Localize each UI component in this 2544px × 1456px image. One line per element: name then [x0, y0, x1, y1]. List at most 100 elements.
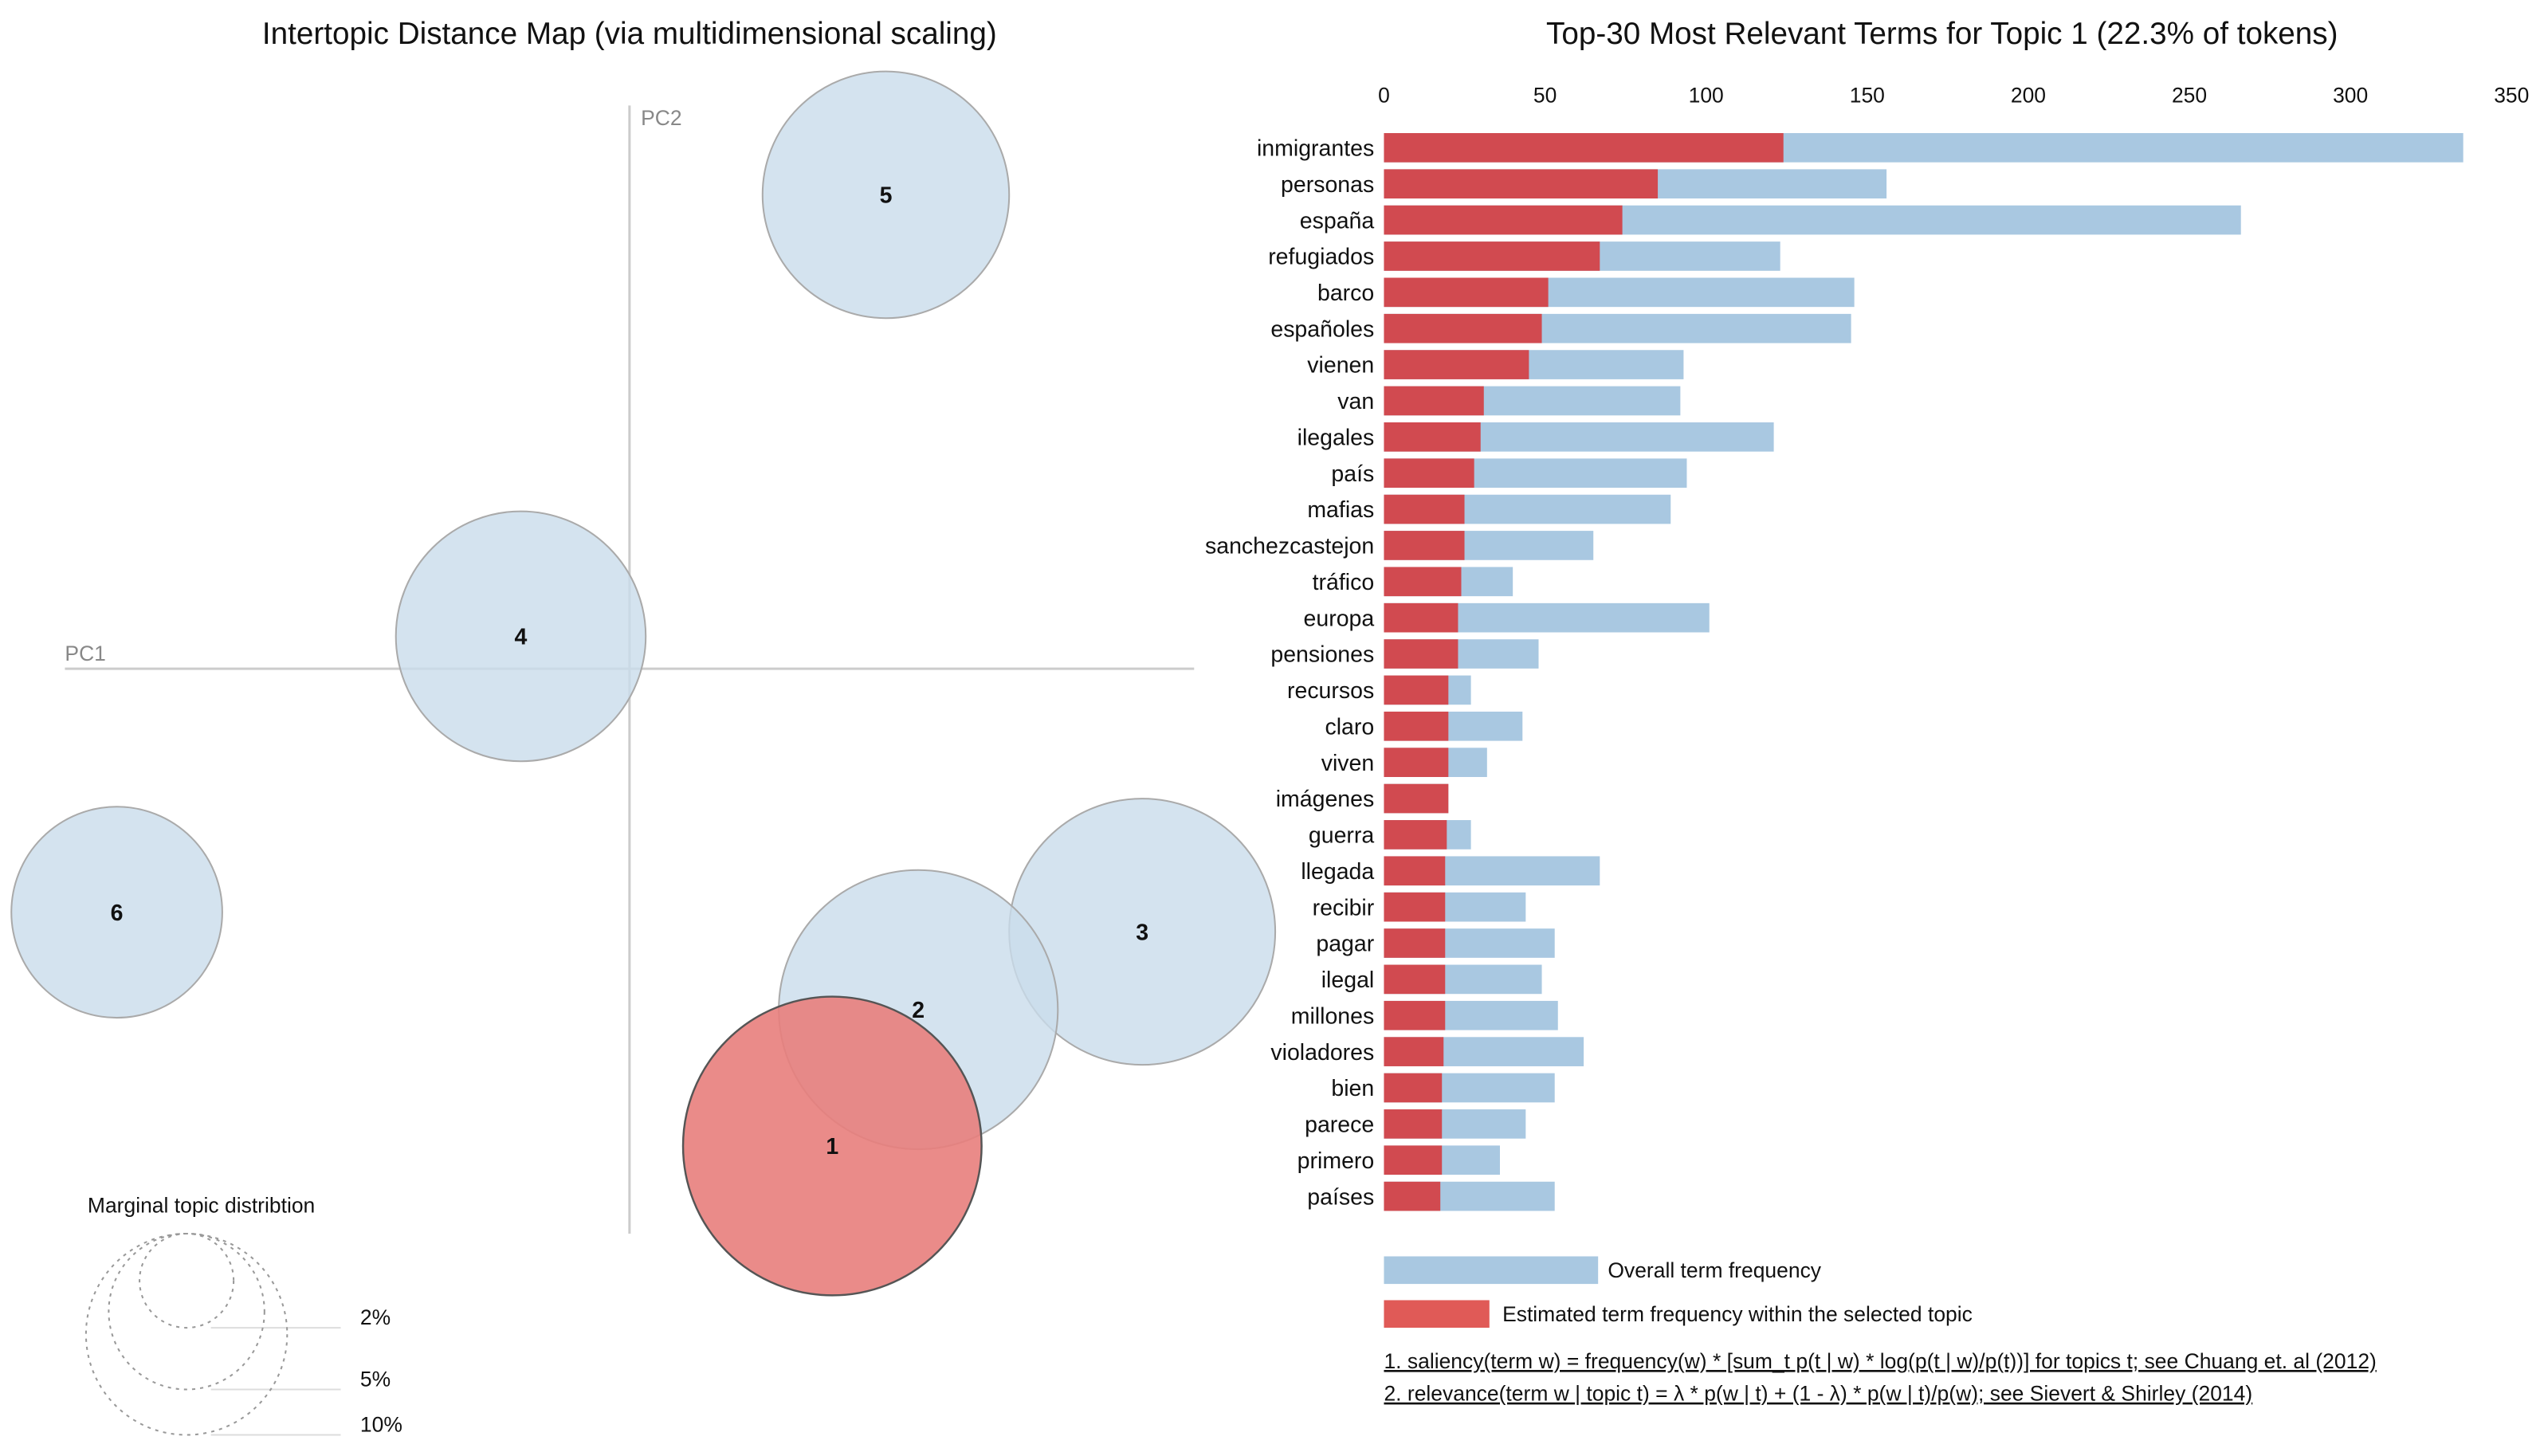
- term-row[interactable]: bien: [1331, 1073, 1555, 1103]
- topic-frequency-bar[interactable]: [1384, 820, 1447, 850]
- term-label[interactable]: países: [1307, 1184, 1374, 1210]
- term-row[interactable]: tráfico: [1313, 567, 1513, 597]
- topic-circle[interactable]: [395, 510, 647, 763]
- topic-frequency-bar[interactable]: [1384, 494, 1465, 524]
- term-row[interactable]: mafias: [1307, 494, 1671, 524]
- term-label[interactable]: viven: [1321, 751, 1375, 776]
- term-row[interactable]: europa: [1304, 602, 1710, 633]
- term-label[interactable]: refugiados: [1268, 245, 1374, 270]
- topic-frequency-bar[interactable]: [1384, 205, 1623, 235]
- topic-frequency-bar[interactable]: [1384, 567, 1462, 597]
- topic-frequency-bar[interactable]: [1384, 639, 1458, 669]
- term-row[interactable]: van: [1337, 386, 1681, 416]
- term-label[interactable]: mafias: [1307, 497, 1374, 523]
- topic-5[interactable]: [761, 70, 1011, 320]
- term-label[interactable]: parece: [1305, 1113, 1374, 1138]
- footnote-relevance[interactable]: 2. relevance(term w | topic t) = λ * p(w…: [1384, 1382, 2252, 1406]
- term-label[interactable]: van: [1337, 389, 1374, 414]
- term-label[interactable]: primero: [1298, 1148, 1375, 1174]
- topic-circle[interactable]: [761, 70, 1011, 320]
- topic-frequency-bar[interactable]: [1384, 277, 1549, 308]
- term-row[interactable]: llegada: [1301, 856, 1600, 886]
- term-label[interactable]: violadores: [1270, 1040, 1374, 1066]
- topic-frequency-bar[interactable]: [1384, 892, 1446, 922]
- topic-frequency-bar[interactable]: [1384, 675, 1449, 705]
- topic-frequency-bar[interactable]: [1384, 531, 1465, 560]
- topic-frequency-bar[interactable]: [1384, 1109, 1443, 1139]
- term-label[interactable]: recibir: [1313, 895, 1375, 920]
- term-row[interactable]: sanchezcastejon: [1205, 531, 1594, 560]
- term-row[interactable]: inmigrantes: [1257, 133, 2464, 163]
- term-row[interactable]: viven: [1321, 748, 1487, 777]
- topic-1[interactable]: [681, 995, 983, 1297]
- term-row[interactable]: ilegal: [1321, 964, 1542, 995]
- term-row[interactable]: recursos: [1287, 675, 1471, 705]
- term-label[interactable]: guerra: [1309, 823, 1375, 849]
- term-label[interactable]: pensiones: [1270, 642, 1374, 668]
- topic-frequency-bar[interactable]: [1384, 1000, 1446, 1030]
- term-row[interactable]: barco: [1317, 277, 1855, 308]
- topic-frequency-bar[interactable]: [1384, 964, 1446, 995]
- term-label[interactable]: personas: [1281, 172, 1374, 198]
- term-row[interactable]: españa: [1300, 205, 2241, 235]
- topic-circle[interactable]: [10, 806, 223, 1019]
- term-row[interactable]: violadores: [1270, 1037, 1584, 1066]
- topic-circle[interactable]: [681, 995, 983, 1297]
- term-label[interactable]: pagar: [1316, 932, 1374, 957]
- topic-frequency-bar[interactable]: [1384, 133, 1784, 163]
- topic-6[interactable]: [10, 806, 223, 1019]
- topic-frequency-bar[interactable]: [1384, 1181, 1441, 1211]
- term-label[interactable]: europa: [1304, 606, 1375, 631]
- term-row[interactable]: recibir: [1313, 892, 1526, 922]
- term-row[interactable]: personas: [1281, 169, 1887, 199]
- term-label[interactable]: ilegales: [1298, 425, 1375, 450]
- term-row[interactable]: refugiados: [1268, 241, 1780, 271]
- term-label[interactable]: sanchezcastejon: [1205, 534, 1374, 559]
- term-label[interactable]: llegada: [1301, 859, 1374, 885]
- term-label[interactable]: españa: [1300, 208, 1375, 234]
- topic-frequency-bar[interactable]: [1384, 602, 1458, 633]
- footnote-saliency[interactable]: 1. saliency(term w) = frequency(w) * [su…: [1384, 1349, 2376, 1373]
- term-label[interactable]: tráfico: [1313, 570, 1375, 595]
- term-row[interactable]: imágenes: [1276, 783, 1449, 814]
- topic-frequency-bar[interactable]: [1384, 422, 1481, 452]
- topic-frequency-bar[interactable]: [1384, 748, 1449, 777]
- term-row[interactable]: pensiones: [1270, 639, 1539, 669]
- topic-frequency-bar[interactable]: [1384, 928, 1446, 958]
- topic-frequency-bar[interactable]: [1384, 1073, 1443, 1103]
- term-label[interactable]: ilegal: [1321, 967, 1375, 993]
- term-row[interactable]: pagar: [1316, 928, 1555, 958]
- term-row[interactable]: ilegales: [1298, 422, 1774, 452]
- topic-frequency-bar[interactable]: [1384, 386, 1484, 416]
- term-row[interactable]: primero: [1298, 1145, 1500, 1175]
- term-label[interactable]: barco: [1317, 281, 1374, 306]
- term-label[interactable]: bien: [1331, 1076, 1374, 1101]
- term-row[interactable]: guerra: [1309, 820, 1471, 850]
- term-label[interactable]: imágenes: [1276, 787, 1375, 812]
- term-label[interactable]: inmigrantes: [1257, 136, 1374, 162]
- term-label[interactable]: claro: [1325, 714, 1374, 740]
- topic-frequency-bar[interactable]: [1384, 458, 1474, 489]
- topic-frequency-bar[interactable]: [1384, 711, 1449, 741]
- topic-frequency-bar[interactable]: [1384, 856, 1446, 886]
- topic-frequency-bar[interactable]: [1384, 313, 1542, 343]
- term-label[interactable]: españoles: [1270, 316, 1374, 342]
- topic-frequency-bar[interactable]: [1384, 241, 1600, 271]
- topic-frequency-bar[interactable]: [1384, 783, 1449, 814]
- term-row[interactable]: vienen: [1307, 350, 1684, 379]
- topic-frequency-bar[interactable]: [1384, 169, 1659, 199]
- term-row[interactable]: parece: [1305, 1109, 1526, 1139]
- term-row[interactable]: países: [1307, 1181, 1555, 1211]
- topic-frequency-bar[interactable]: [1384, 1145, 1443, 1175]
- topic-4[interactable]: [395, 510, 647, 763]
- topic-frequency-bar[interactable]: [1384, 1037, 1444, 1066]
- term-row[interactable]: españoles: [1270, 313, 1851, 343]
- term-row[interactable]: país: [1331, 458, 1687, 489]
- term-label[interactable]: millones: [1291, 1003, 1375, 1029]
- term-row[interactable]: claro: [1325, 711, 1523, 741]
- topic-frequency-bar[interactable]: [1384, 350, 1529, 379]
- term-label[interactable]: país: [1331, 461, 1374, 487]
- term-label[interactable]: vienen: [1307, 353, 1374, 379]
- term-label[interactable]: recursos: [1287, 678, 1374, 704]
- term-row[interactable]: millones: [1291, 1000, 1558, 1030]
